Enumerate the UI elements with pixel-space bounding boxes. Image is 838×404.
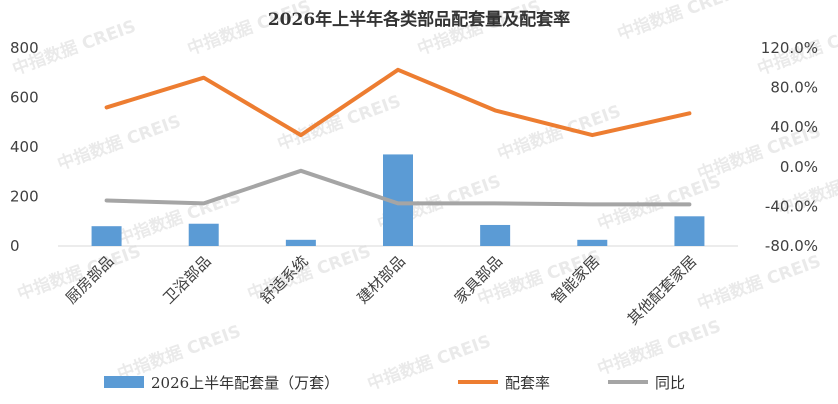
- right-axis-tick: 40.0%: [770, 118, 818, 136]
- bar-series: [91, 154, 705, 246]
- bar: [480, 224, 511, 246]
- category-labels: 厨房部品 卫浴部品 舒适系统 建材部品 家具部品 智能家居 其他配套家居: [62, 252, 700, 328]
- legend-label: 2026上半年配套量（万套）: [151, 374, 339, 392]
- line-series: [104, 67, 692, 207]
- left-axis-tick: 400: [10, 138, 39, 156]
- watermark-layer: 中指数据 CREIS 中指数据 CREIS 中指数据 CREIS 中指数据 CREIS…: [10, 0, 838, 395]
- legend-swatch: [104, 376, 144, 388]
- left-axis-tick: 800: [10, 39, 39, 57]
- right-axis-tick: -40.0%: [765, 197, 818, 215]
- bar: [285, 239, 316, 246]
- bar: [674, 216, 705, 246]
- bar: [188, 223, 219, 246]
- category-label: 卫浴部品: [159, 252, 214, 307]
- watermark-text: 中指数据 CREIS: [365, 331, 494, 395]
- watermark-text: 中指数据 CREIS: [615, 0, 744, 45]
- watermark-text: 中指数据 CREIS: [695, 251, 824, 315]
- bar: [91, 226, 122, 246]
- right-axis: 120.0% 80.0% 40.0% 0.0% -40.0% -80.0%: [761, 39, 818, 255]
- watermark-text: 中指数据 CREIS: [55, 111, 184, 175]
- left-axis-tick: 0: [10, 237, 20, 255]
- left-axis-tick: 200: [10, 188, 39, 206]
- legend-label: 配套率: [505, 374, 550, 392]
- watermark-text: 中指数据 CREIS: [275, 91, 404, 155]
- bar: [577, 239, 608, 246]
- right-axis-tick: -80.0%: [765, 237, 818, 255]
- legend-label: 同比: [655, 374, 685, 392]
- series-line: [104, 168, 692, 207]
- right-axis-tick: 80.0%: [770, 79, 818, 97]
- right-axis-tick: 120.0%: [761, 39, 818, 57]
- right-axis-tick: 0.0%: [780, 158, 818, 176]
- watermark-text: 中指数据 CREIS: [595, 316, 724, 380]
- chart-title: 2026年上半年各类部品配套量及配套率: [268, 9, 570, 30]
- category-label: 其他配套家居: [624, 252, 700, 328]
- left-axis-tick: 600: [10, 89, 39, 107]
- series-line: [104, 67, 692, 138]
- left-axis: 800 600 400 200 0: [10, 39, 39, 255]
- legend: 2026上半年配套量（万套） 配套率 同比: [104, 374, 685, 392]
